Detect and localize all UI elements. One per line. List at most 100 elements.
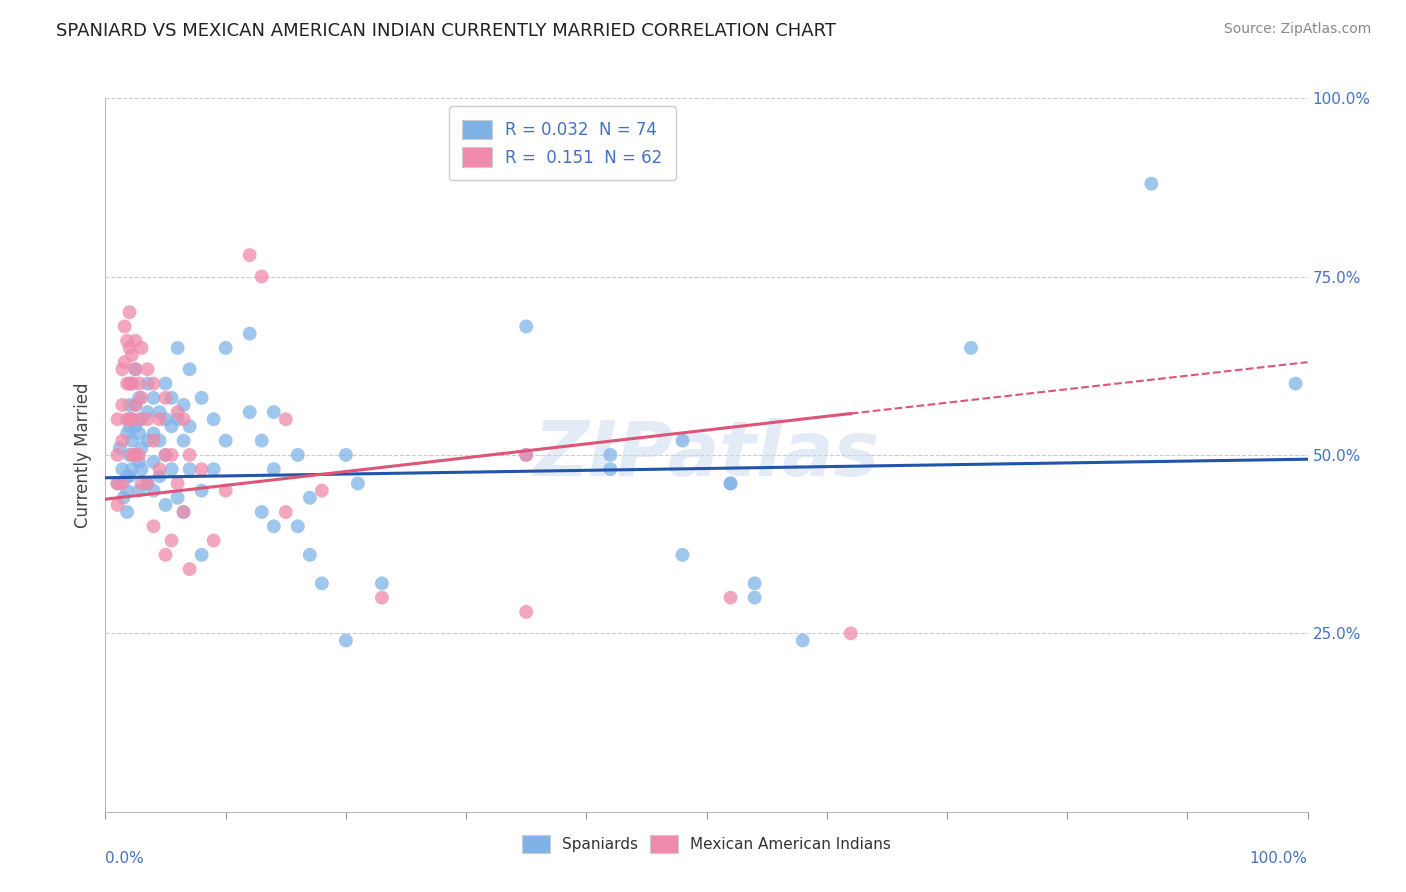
Point <box>173 398 195 412</box>
Point <box>155 448 177 462</box>
Point <box>142 434 165 448</box>
Point <box>202 533 225 548</box>
Point <box>128 448 150 462</box>
Point <box>179 562 201 576</box>
Point <box>311 576 333 591</box>
Point <box>190 391 212 405</box>
Point <box>160 391 183 405</box>
Point <box>250 505 273 519</box>
Point <box>274 505 297 519</box>
Point <box>114 355 136 369</box>
Point <box>136 476 159 491</box>
Point <box>155 391 177 405</box>
Point <box>128 426 150 441</box>
Point <box>111 362 134 376</box>
Point <box>744 591 766 605</box>
Point <box>131 476 153 491</box>
Point <box>239 326 262 341</box>
Point <box>671 434 693 448</box>
Point <box>142 483 165 498</box>
Point <box>115 426 138 441</box>
Point <box>131 391 153 405</box>
Point <box>121 376 143 391</box>
Point <box>121 376 143 391</box>
Point <box>335 633 357 648</box>
Point <box>671 548 693 562</box>
Point <box>160 462 183 476</box>
Point <box>142 455 165 469</box>
Point <box>155 376 177 391</box>
Point <box>720 591 742 605</box>
Point <box>142 391 165 405</box>
Point <box>131 462 153 476</box>
Point <box>124 448 146 462</box>
Text: SPANIARD VS MEXICAN AMERICAN INDIAN CURRENTLY MARRIED CORRELATION CHART: SPANIARD VS MEXICAN AMERICAN INDIAN CURR… <box>56 22 837 40</box>
Point <box>515 319 537 334</box>
Point <box>107 448 129 462</box>
Point <box>121 412 143 426</box>
Point <box>136 405 159 419</box>
Point <box>190 548 212 562</box>
Legend: Spaniards, Mexican American Indians: Spaniards, Mexican American Indians <box>510 822 903 864</box>
Point <box>166 491 188 505</box>
Point <box>107 498 129 512</box>
Point <box>155 548 177 562</box>
Point <box>263 519 285 533</box>
Point <box>118 305 141 319</box>
Point <box>115 505 138 519</box>
Point <box>173 505 195 519</box>
Point <box>599 462 621 476</box>
Point <box>173 505 195 519</box>
Point <box>118 448 141 462</box>
Point <box>166 412 188 426</box>
Point <box>121 412 143 426</box>
Point <box>287 519 309 533</box>
Point <box>202 462 225 476</box>
Point <box>160 533 183 548</box>
Point <box>121 448 143 462</box>
Point <box>190 462 212 476</box>
Point <box>108 441 131 455</box>
Point <box>136 412 159 426</box>
Point <box>1140 177 1163 191</box>
Point <box>960 341 983 355</box>
Point <box>128 376 150 391</box>
Point <box>128 412 150 426</box>
Point <box>166 476 188 491</box>
Point <box>124 334 146 348</box>
Point <box>111 462 134 476</box>
Point <box>214 483 236 498</box>
Point <box>155 498 177 512</box>
Point <box>239 405 262 419</box>
Point <box>124 398 146 412</box>
Point <box>148 462 170 476</box>
Point <box>599 448 621 462</box>
Point <box>136 362 159 376</box>
Point <box>136 476 159 491</box>
Point <box>720 476 742 491</box>
Point <box>121 434 143 448</box>
Point <box>202 412 225 426</box>
Point <box>515 448 537 462</box>
Point <box>160 448 183 462</box>
Point <box>131 412 153 426</box>
Point <box>142 376 165 391</box>
Point <box>124 362 146 376</box>
Point <box>214 341 236 355</box>
Point <box>179 419 201 434</box>
Point <box>115 334 138 348</box>
Point <box>118 341 141 355</box>
Text: Source: ZipAtlas.com: Source: ZipAtlas.com <box>1223 22 1371 37</box>
Point <box>371 591 394 605</box>
Point <box>179 462 201 476</box>
Point <box>179 362 201 376</box>
Point <box>263 462 285 476</box>
Point <box>111 398 134 412</box>
Point <box>111 476 134 491</box>
Point <box>118 376 141 391</box>
Point <box>124 448 146 462</box>
Point <box>136 434 159 448</box>
Point <box>274 412 297 426</box>
Point <box>250 269 273 284</box>
Point <box>124 362 146 376</box>
